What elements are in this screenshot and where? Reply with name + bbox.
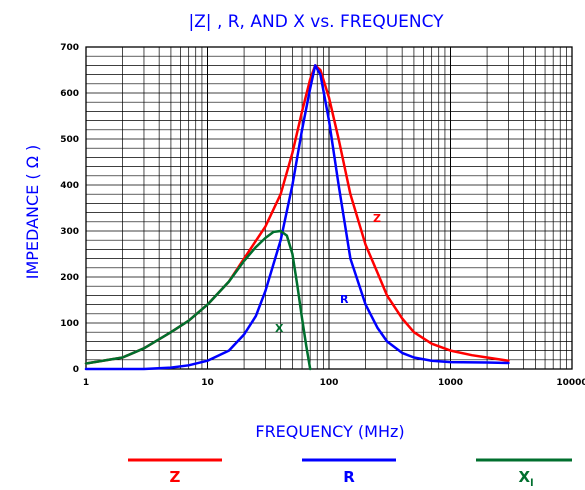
r-curve-label: R [340, 293, 349, 306]
y-tick-label: 400 [60, 181, 79, 191]
data-curves [84, 64, 510, 371]
y-tick-label: 300 [60, 227, 79, 237]
series-line-x [84, 229, 312, 371]
legend-label-x-main: X [518, 468, 530, 486]
legend-label-x: Xl [518, 468, 533, 489]
series-line-r [84, 64, 510, 371]
x-tick-label: 1000 [438, 378, 463, 388]
x-curve-label: X [275, 322, 284, 335]
legend-item-z: Z [128, 458, 222, 486]
y-tick-label: 700 [60, 43, 79, 53]
x-tick-label: 100 [320, 378, 339, 388]
y-tick-label: 0 [73, 365, 79, 375]
chart-title: |Z| , R, AND X vs. FREQUENCY [188, 12, 444, 32]
y-tick-label: 200 [60, 273, 79, 283]
y-tick-label: 600 [60, 89, 79, 99]
z-curve-label: Z [373, 212, 381, 225]
x-axis-title: FREQUENCY (MHz) [255, 422, 404, 441]
axis-ticks: 0 100 200 300 400 500 600 700 1 10 100 1000 10000 [60, 43, 585, 388]
legend-label-x-subscript: l [530, 478, 533, 489]
x-tick-label: 10000 [556, 378, 585, 388]
x-tick-label: 1 [83, 378, 89, 388]
x-tick-label: 10 [201, 378, 214, 388]
legend-label-z: Z [170, 468, 181, 486]
y-tick-label: 500 [60, 135, 79, 145]
plot-border [85, 46, 573, 370]
legend-item-r: R [302, 458, 396, 486]
y-tick-label: 100 [60, 319, 79, 329]
legend-item-x: Xl [476, 458, 572, 489]
y-axis-title: IMPEDANCE ( Ω ) [23, 145, 42, 279]
legend: Z R Xl [128, 458, 572, 489]
legend-label-r: R [343, 468, 355, 486]
